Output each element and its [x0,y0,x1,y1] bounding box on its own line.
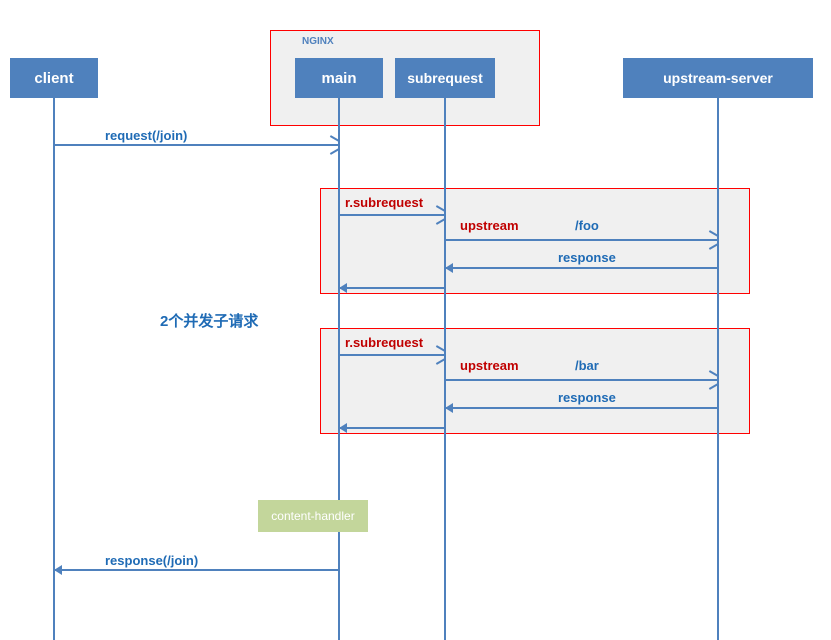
msg-line-upstream-req-0 [445,239,718,241]
lifeline-client [53,98,55,640]
label-subreq-1: r.subrequest [345,335,423,350]
arrow-req-join [331,140,339,150]
label-subreq-0: r.subrequest [345,195,423,210]
nginx-group-label: NGINX [302,36,334,47]
msg-line-return-1 [339,427,445,429]
msg-line-response-1 [445,407,718,409]
label-upstream-0: upstream [460,218,519,233]
arrow-upstream-req-0 [710,235,718,245]
label-response-1: response [558,390,616,405]
participant-upstream: upstream-server [623,58,813,98]
arrow-response-1 [445,403,453,413]
content-handler-box: content-handler [258,500,368,532]
msg-line-subreq-1 [339,354,445,356]
arrow-return-0 [339,283,347,293]
participant-main: main [295,58,383,98]
msg-line-return-0 [339,287,445,289]
label-req-join: request(/join) [105,128,187,143]
msg-line-resp-join [54,569,339,571]
arrow-subreq-0 [437,210,445,220]
msg-line-req-join [54,144,339,146]
section-label: 2个并发子请求 [160,310,258,331]
msg-line-response-0 [445,267,718,269]
label-upstream-1: upstream [460,358,519,373]
lifeline-seg-sub-0 [444,188,446,294]
arrow-subreq-1 [437,350,445,360]
msg-line-subreq-0 [339,214,445,216]
msg-line-upstream-req-1 [445,379,718,381]
lifeline-seg-main-1 [338,328,340,434]
participant-client: client [10,58,98,98]
label-resp-join: response(/join) [105,553,198,568]
label-upstream-path-1: /bar [575,358,599,373]
label-response-0: response [558,250,616,265]
arrow-upstream-req-1 [710,375,718,385]
arrow-return-1 [339,423,347,433]
participant-sub: subrequest [395,58,495,98]
lifeline-seg-main-0 [338,188,340,294]
lifeline-seg-sub-1 [444,328,446,434]
label-upstream-path-0: /foo [575,218,599,233]
arrow-resp-join [54,565,62,575]
arrow-response-0 [445,263,453,273]
